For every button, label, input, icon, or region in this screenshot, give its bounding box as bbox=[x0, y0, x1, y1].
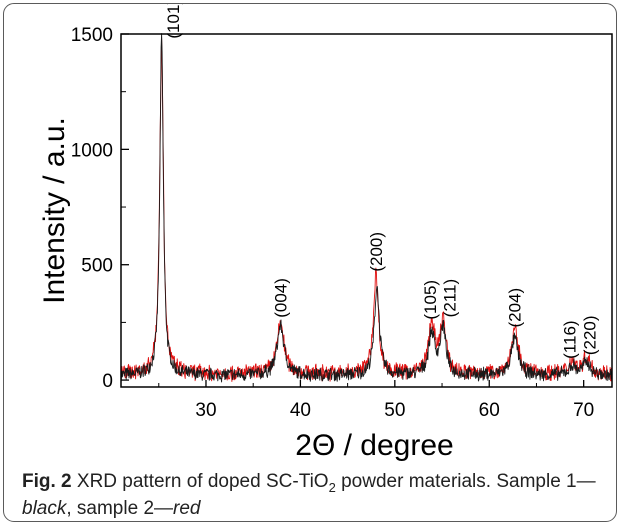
x-tick-label-60: 60 bbox=[479, 400, 500, 421]
series-line-red bbox=[120, 38, 613, 382]
x-tick-label-30: 30 bbox=[195, 400, 216, 421]
figure-card: 30 40 50 60 70 0 500 1000 1500 2Θ / degree Intensi… bbox=[3, 3, 617, 522]
caption-subscript: 2 bbox=[328, 479, 336, 495]
x-tick-label-50: 50 bbox=[384, 400, 405, 421]
x-tick-label-40: 40 bbox=[290, 400, 311, 421]
peak-label-105: (105) bbox=[421, 280, 440, 320]
y-tick-label-1500: 1500 bbox=[71, 25, 113, 46]
peak-label-004: (004) bbox=[272, 278, 291, 318]
y-tick-label-500: 500 bbox=[81, 256, 113, 277]
y-tick-label-0: 0 bbox=[102, 371, 113, 392]
caption-black-word: black bbox=[22, 498, 67, 519]
figure-label: Fig. 2 bbox=[22, 471, 72, 492]
caption-text-3: , sample 2— bbox=[66, 498, 174, 519]
peak-label-220: (220) bbox=[580, 315, 599, 355]
peak-label-204: (204) bbox=[506, 288, 525, 328]
figure-caption: Fig. 2 XRD pattern of doped SC-TiO2 powd… bbox=[22, 468, 612, 522]
x-axis-label-symbol: 2Θ bbox=[295, 429, 335, 462]
y-tick-label-1000: 1000 bbox=[71, 140, 113, 161]
peak-label-211: (211) bbox=[441, 279, 460, 317]
peak-label-200: (200) bbox=[367, 232, 386, 272]
series-line-black bbox=[120, 33, 613, 383]
y-axis-label: Intensity / a.u. bbox=[38, 117, 71, 304]
plot-frame bbox=[120, 33, 613, 388]
xrd-chart: 30 40 50 60 70 0 500 1000 1500 2Θ / degree Intensi… bbox=[38, 4, 613, 462]
caption-text: XRD pattern of doped SC-TiO bbox=[71, 471, 329, 492]
caption-text-2: powder materials. Sample 1— bbox=[335, 471, 596, 492]
x-axis-label-unit: / degree bbox=[335, 429, 453, 462]
x-axis-label: 2Θ / degree bbox=[295, 429, 453, 462]
x-tick-label-70: 70 bbox=[573, 400, 594, 421]
peak-label-101: (101) bbox=[164, 4, 183, 39]
caption-red-word: red bbox=[173, 498, 201, 519]
peak-label-116: (116) bbox=[561, 320, 580, 358]
